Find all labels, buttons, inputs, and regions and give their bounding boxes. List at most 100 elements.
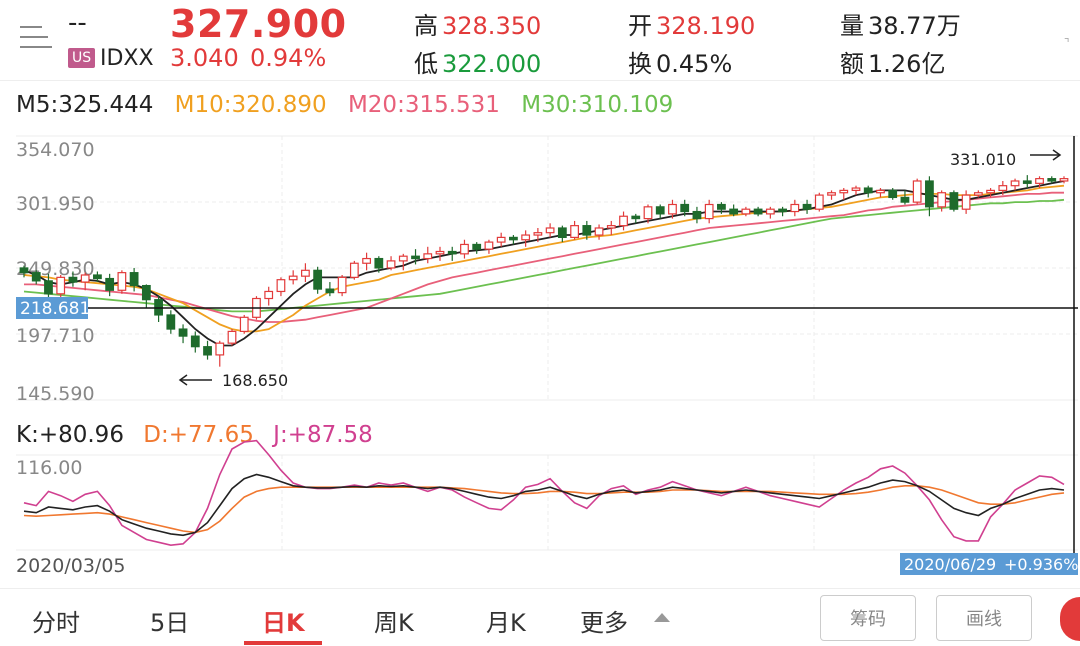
min-price-label: 168.650 bbox=[222, 371, 288, 390]
candle-up bbox=[337, 276, 347, 294]
candle-down bbox=[925, 180, 934, 208]
candle-up bbox=[80, 274, 90, 283]
candle-down bbox=[411, 255, 420, 260]
volume-label: 量 bbox=[840, 12, 864, 40]
ticker-symbol: IDXX bbox=[100, 46, 154, 71]
candle-up bbox=[227, 330, 237, 344]
candle-up bbox=[790, 203, 800, 213]
candle-up bbox=[1010, 180, 1020, 187]
k-value: K:+80.96 bbox=[16, 422, 124, 448]
candle-up bbox=[876, 189, 885, 194]
tab-daily-k[interactable]: 日K bbox=[262, 609, 305, 637]
ma-legend: M5:325.444 M10:320.890 M20:315.531 M30:3… bbox=[16, 92, 687, 118]
candle-down bbox=[374, 257, 384, 269]
candle-down bbox=[178, 328, 188, 337]
period-tabs: 分时 5日 日K 周K 月K 更多 筹码 画线 bbox=[0, 588, 1080, 646]
price-change-percent: 0.94% bbox=[250, 44, 327, 72]
kline-chart[interactable]: 354.070 301.950 249.830 197.710 145.590 … bbox=[0, 0, 1080, 588]
candle-up bbox=[814, 194, 824, 210]
candle-down bbox=[717, 203, 726, 210]
low-label: 低 bbox=[414, 50, 438, 78]
candle-up bbox=[349, 262, 359, 278]
caret-up-icon[interactable] bbox=[654, 613, 670, 622]
candle-up bbox=[912, 180, 922, 203]
amount-value: 1.26亿 bbox=[868, 50, 946, 78]
j-value: J:+87.58 bbox=[273, 422, 373, 448]
candle-up bbox=[986, 189, 995, 194]
tab-intraday[interactable]: 分时 bbox=[32, 609, 80, 637]
candle-down bbox=[44, 280, 53, 295]
candle-down bbox=[863, 187, 873, 194]
m5-value: M5:325.444 bbox=[16, 92, 154, 118]
high-stat: 高 328.350 bbox=[414, 6, 541, 41]
crosshair-price-box bbox=[16, 297, 88, 319]
candle-up bbox=[998, 185, 1008, 191]
candle-up bbox=[533, 232, 543, 236]
candle-down bbox=[105, 277, 115, 291]
candle-up bbox=[839, 189, 849, 194]
candle-down bbox=[129, 272, 139, 287]
candle-down bbox=[778, 208, 787, 213]
last-price: 327.900 bbox=[170, 2, 347, 46]
candle-down bbox=[166, 314, 176, 330]
tab-5day[interactable]: 5日 bbox=[150, 609, 190, 637]
volume-stat: 量 38.77万 bbox=[840, 6, 961, 41]
candle-up bbox=[619, 215, 628, 227]
y-tick-label: 354.070 bbox=[16, 139, 95, 161]
action-button[interactable] bbox=[1060, 597, 1080, 641]
candle-down bbox=[631, 215, 641, 220]
expand-icon[interactable]: ⌝ bbox=[1064, 36, 1070, 50]
candle-up bbox=[570, 225, 579, 238]
crosshair-price-label: 218.681 bbox=[20, 299, 90, 319]
candle-up bbox=[239, 316, 249, 333]
candle-up bbox=[301, 269, 310, 277]
candle-up bbox=[937, 192, 947, 208]
active-tab-indicator bbox=[244, 641, 322, 645]
max-price-label: 331.010 bbox=[950, 150, 1016, 169]
candle-up bbox=[362, 257, 371, 264]
candle-up bbox=[288, 275, 298, 281]
m10-value: M10:320.890 bbox=[174, 92, 327, 118]
m30-value: M30:310.109 bbox=[521, 92, 674, 118]
candle-down bbox=[680, 203, 690, 213]
candle-up bbox=[973, 192, 983, 196]
open-stat: 开 328.190 bbox=[628, 6, 755, 41]
candle-down bbox=[31, 272, 41, 282]
low-value: 322.000 bbox=[442, 50, 542, 78]
tab-more[interactable]: 更多 bbox=[580, 609, 628, 637]
candle-up bbox=[484, 241, 494, 250]
volume-value: 38.77万 bbox=[868, 12, 961, 40]
amount-stat: 额 1.26亿 bbox=[840, 44, 945, 79]
candle-down bbox=[447, 250, 457, 255]
end-date-box bbox=[900, 553, 1078, 575]
candle-up bbox=[741, 208, 751, 215]
candle-down bbox=[141, 284, 151, 301]
candle-down bbox=[753, 208, 763, 215]
candle-up bbox=[398, 255, 408, 262]
start-date-label: 2020/03/05 bbox=[16, 555, 126, 577]
open-label: 开 bbox=[628, 12, 652, 40]
menu-icon[interactable] bbox=[20, 24, 52, 52]
candle-up bbox=[545, 227, 555, 234]
candle-up bbox=[606, 225, 616, 229]
candle-down bbox=[655, 206, 665, 215]
chips-button[interactable]: 筹码 bbox=[820, 595, 916, 641]
high-value: 328.350 bbox=[442, 12, 542, 40]
candle-up bbox=[56, 276, 66, 295]
draw-line-button[interactable]: 画线 bbox=[936, 595, 1032, 641]
tab-weekly-k[interactable]: 周K bbox=[374, 609, 414, 637]
candle-up bbox=[460, 243, 469, 255]
tab-monthly-k[interactable]: 月K bbox=[486, 609, 526, 637]
quote-header: -- US IDXX 327.900 3.040 0.94% 高 328.350 … bbox=[0, 0, 1080, 81]
candle-down bbox=[203, 346, 212, 356]
candle-up bbox=[765, 208, 775, 215]
k-line bbox=[23, 473, 1065, 537]
y-tick-label: 301.950 bbox=[16, 193, 95, 215]
candle-down bbox=[190, 335, 200, 348]
kdj-legend: K:+80.96 D:+77.65 J:+87.58 bbox=[16, 422, 385, 448]
d-value: D:+77.65 bbox=[143, 422, 254, 448]
kdj-top-label: 116.00 bbox=[16, 457, 82, 479]
min-arrow-icon bbox=[178, 374, 212, 386]
candle-down bbox=[582, 225, 592, 236]
candle-down bbox=[19, 267, 29, 274]
